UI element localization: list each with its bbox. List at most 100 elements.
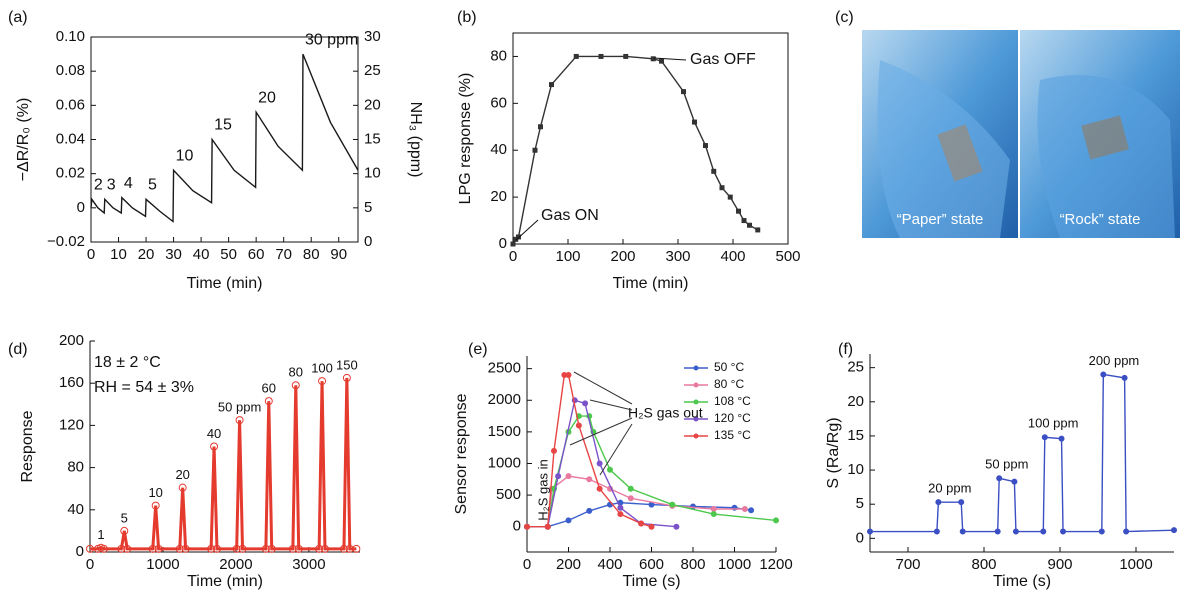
annotation: 40 [207, 426, 221, 441]
y2-tick-label: 0 [364, 233, 372, 250]
marker [727, 194, 733, 200]
marker [294, 544, 303, 553]
y2-axis-label: NH₃ (ppm) [407, 102, 424, 178]
marker [175, 544, 184, 553]
x-tick-label: 800 [680, 556, 705, 573]
annotation: 10 [148, 485, 162, 500]
marker [339, 544, 348, 553]
y-axis-label: Sensor response [453, 393, 470, 514]
y-tick-label: 20 [490, 188, 507, 205]
marker [958, 499, 965, 506]
marker [86, 544, 94, 553]
annotation: Gas ON [541, 207, 599, 224]
x-tick-label: 80 [303, 246, 320, 263]
x-tick-label: 70 [275, 246, 292, 263]
x-axis-label: Time (s) [993, 573, 1051, 590]
marker [148, 544, 157, 553]
marker [773, 517, 779, 524]
marker [755, 227, 761, 233]
marker [681, 89, 686, 95]
marker [1060, 528, 1067, 535]
note: RH = 54 ± 3% [94, 379, 194, 396]
marker [598, 53, 604, 59]
x-tick-label: 200 [610, 248, 635, 265]
legend-marker [693, 365, 699, 371]
fist [1037, 75, 1175, 238]
marker [994, 528, 1001, 535]
annotation: 1 [97, 527, 104, 542]
marker [736, 208, 741, 214]
x-tick-label: 1000 [718, 556, 751, 573]
y-axis-label: S (Ra/Rg) [825, 417, 842, 488]
y-tick-label: 15 [847, 427, 864, 444]
legend-marker [693, 433, 699, 439]
marker [99, 544, 108, 553]
marker [549, 82, 554, 88]
marker [959, 528, 966, 535]
marker [573, 53, 579, 59]
annotation: 5 [121, 510, 128, 525]
marker [524, 523, 530, 530]
y-tick-label: 1000 [488, 454, 521, 471]
arrow [515, 219, 539, 241]
x-tick-label: 3000 [292, 556, 325, 573]
marker [575, 422, 582, 429]
marker [748, 507, 755, 514]
marker [1100, 371, 1107, 378]
annotation: 100 ppm [1028, 416, 1079, 431]
arrow [653, 57, 687, 61]
marker [582, 400, 589, 407]
marker [1058, 435, 1065, 442]
y2-tick-label: 5 [364, 199, 372, 216]
x-tick-label: 1000 [146, 556, 179, 573]
marker [627, 485, 634, 492]
marker [996, 475, 1003, 482]
x-tick-label: 900 [1047, 556, 1072, 573]
marker [669, 501, 676, 508]
marker [1012, 528, 1019, 535]
marker [513, 236, 519, 242]
annotation: 150 [336, 357, 358, 372]
marker [596, 485, 603, 492]
marker [623, 53, 629, 59]
marker [532, 147, 538, 153]
annotation: 3 [107, 177, 116, 194]
plot-frame [90, 36, 359, 243]
legend-label: 108 °C [714, 394, 751, 408]
marker [607, 466, 613, 473]
annotation: Gas OFF [690, 51, 756, 68]
x-tick-label: 800 [971, 556, 996, 573]
annotation: 20 ppm [928, 481, 971, 496]
y-axis-label: LPG response (%) [457, 73, 474, 205]
x-tick-label: 400 [597, 556, 622, 573]
annotation: 50 ppm [985, 457, 1028, 472]
y2-tick-label: 30 [364, 28, 381, 45]
legend-marker [693, 382, 699, 388]
marker [565, 473, 572, 480]
y-tick-label: 0.06 [56, 96, 85, 113]
arrow [599, 423, 633, 476]
annotation: 20 [258, 89, 276, 106]
x-axis-label: Time (s) [622, 573, 680, 590]
marker [617, 504, 624, 511]
x-tick-label: 60 [248, 246, 265, 263]
x-tick-label: 0 [523, 556, 531, 573]
y-axis-label: −ΔR/R₀ (%) [15, 98, 32, 182]
marker [550, 447, 557, 454]
x-tick-label: 1200 [759, 556, 792, 573]
marker [154, 544, 163, 553]
y-tick-label: 80 [490, 47, 507, 64]
x-tick-label: 40 [193, 246, 210, 263]
legend-label: 80 °C [714, 377, 744, 391]
panel-label: (f) [838, 341, 853, 358]
y-tick-label: 80 [67, 459, 84, 476]
legend-marker [693, 399, 699, 405]
marker [261, 544, 270, 553]
x-tick-label: 0 [86, 556, 94, 573]
y-tick-label: 0.10 [56, 28, 85, 45]
annotation: 2 [94, 177, 103, 194]
x-axis-label: Time (min) [187, 275, 263, 292]
y-tick-label: 500 [496, 486, 521, 503]
y-tick-label: 0 [499, 235, 507, 252]
